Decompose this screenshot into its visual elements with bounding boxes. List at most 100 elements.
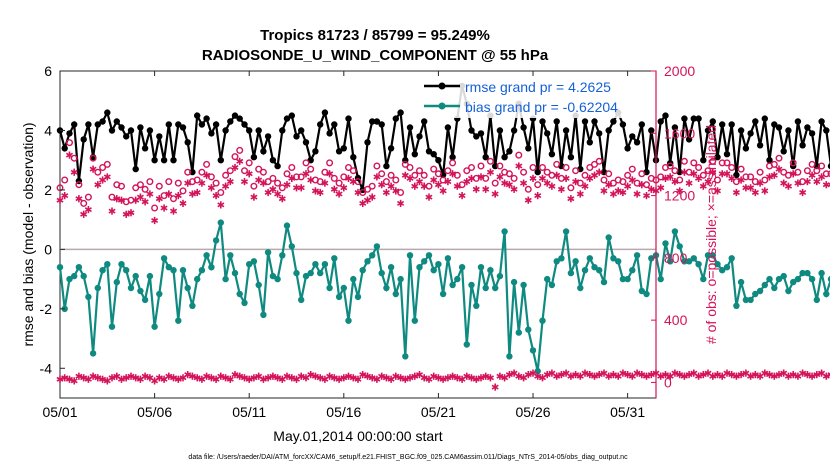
- data-point: [80, 136, 87, 143]
- obs-assimilated-marker: [193, 374, 201, 382]
- series-4: [56, 369, 830, 391]
- data-point: [387, 145, 395, 152]
- data-point: [496, 127, 504, 134]
- obs-assimilated-marker: [713, 371, 722, 379]
- obs-assimilated-marker: [709, 168, 717, 176]
- obs-assimilated-marker: [259, 375, 267, 383]
- obs-assimilated-marker: [75, 195, 83, 203]
- obs-possible-marker: [761, 176, 769, 184]
- data-point: [217, 219, 224, 226]
- data-point: [775, 275, 783, 283]
- data-point: [123, 267, 130, 274]
- data-point: [212, 121, 220, 128]
- data-point: [596, 267, 603, 274]
- data-point: [179, 124, 187, 131]
- data-point: [146, 272, 154, 280]
- obs-assimilated-marker: [392, 372, 400, 380]
- data-point: [89, 350, 97, 357]
- obs-assimilated-marker: [477, 173, 485, 181]
- obs-possible-marker: [269, 174, 277, 182]
- data-point: [175, 121, 182, 128]
- obs-assimilated-marker: [368, 374, 376, 382]
- data-point: [766, 157, 773, 164]
- obs-possible-marker: [543, 168, 551, 176]
- data-point: [364, 139, 371, 146]
- obs-assimilated-marker: [799, 369, 807, 377]
- obs-assimilated-marker: [581, 182, 589, 190]
- obs-assimilated-marker: [207, 374, 215, 382]
- obs-possible-marker: [780, 168, 788, 176]
- data-point: [227, 118, 234, 125]
- obs-assimilated-marker: [207, 184, 215, 192]
- obs-assimilated-marker: [770, 171, 778, 179]
- data-point: [373, 118, 381, 125]
- obs-assimilated-marker: [761, 187, 769, 195]
- obs-assimilated-marker: [628, 176, 636, 184]
- data-point: [804, 269, 811, 277]
- y-tick-label-right: 800: [664, 250, 688, 266]
- data-point: [118, 124, 125, 131]
- data-point: [747, 296, 754, 304]
- data-point: [473, 133, 480, 140]
- data-point: [633, 139, 641, 146]
- data-point: [823, 127, 830, 134]
- data-point: [534, 168, 541, 176]
- data-point: [392, 115, 399, 122]
- obs-assimilated-marker: [335, 190, 343, 198]
- obs-assimilated-marker: [264, 374, 272, 382]
- data-point: [416, 133, 423, 140]
- data-point: [591, 264, 598, 271]
- data-point: [397, 109, 404, 116]
- obs-assimilated-marker: [89, 165, 97, 173]
- data-point: [56, 264, 64, 271]
- data-point: [132, 272, 139, 280]
- obs-assimilated-marker: [198, 179, 206, 187]
- data-point: [648, 127, 655, 134]
- data-point: [104, 261, 111, 268]
- data-point: [198, 267, 206, 274]
- data-point: [449, 281, 456, 289]
- data-point: [326, 284, 333, 292]
- data-point: [449, 154, 456, 161]
- obs-assimilated-marker: [297, 372, 305, 380]
- obs-assimilated-marker: [449, 372, 457, 380]
- data-point: [690, 115, 697, 122]
- data-point: [477, 130, 485, 137]
- obs-assimilated-marker: [283, 372, 291, 380]
- obs-assimilated-marker: [387, 182, 395, 190]
- data-point: [577, 284, 584, 292]
- obs-assimilated-marker: [453, 182, 461, 190]
- obs-assimilated-marker: [737, 176, 745, 184]
- obs-assimilated-marker: [155, 374, 163, 382]
- data-point: [99, 267, 106, 274]
- obs-assimilated-marker: [477, 374, 485, 382]
- data-point: [198, 121, 206, 128]
- y-tick-label-left: 4: [44, 122, 52, 138]
- data-point: [510, 127, 518, 134]
- obs-assimilated-marker: [127, 372, 135, 380]
- obs-assimilated-marker: [217, 201, 225, 209]
- obs-possible-marker: [770, 160, 778, 168]
- obs-assimilated-marker: [307, 176, 315, 184]
- obs-possible-marker: [595, 157, 603, 165]
- data-point: [506, 148, 513, 155]
- obs-assimilated-marker: [65, 151, 73, 159]
- obs-assimilated-marker: [624, 182, 632, 190]
- data-point: [141, 145, 149, 152]
- data-point: [165, 121, 172, 128]
- obs-assimilated-marker: [188, 190, 196, 198]
- obs-possible-marker: [373, 162, 381, 170]
- obs-assimilated-marker: [595, 168, 603, 176]
- data-point: [151, 157, 158, 164]
- obs-assimilated-marker: [70, 377, 78, 385]
- obs-assimilated-marker: [661, 371, 669, 379]
- data-point: [808, 275, 816, 283]
- obs-assimilated-marker: [600, 187, 608, 195]
- data-point: [71, 272, 78, 280]
- obs-assimilated-marker: [751, 188, 759, 197]
- x-tick-label: 05/11: [232, 404, 266, 420]
- obs-possible-marker: [193, 176, 201, 184]
- obs-assimilated-marker: [633, 190, 641, 198]
- data-point: [345, 115, 352, 122]
- data-point: [624, 275, 631, 283]
